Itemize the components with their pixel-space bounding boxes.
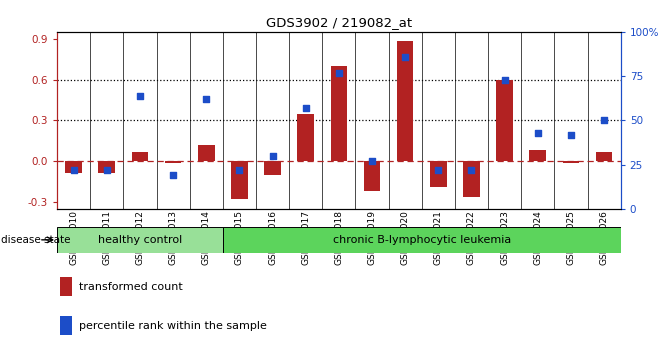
Bar bbox=[57, 227, 223, 253]
Point bbox=[566, 132, 576, 137]
Point bbox=[301, 105, 311, 111]
Point bbox=[499, 77, 510, 82]
Bar bbox=[264, 161, 281, 175]
Bar bbox=[563, 161, 579, 162]
Title: GDS3902 / 219082_at: GDS3902 / 219082_at bbox=[266, 16, 412, 29]
Bar bbox=[132, 152, 148, 161]
Text: chronic B-lymphocytic leukemia: chronic B-lymphocytic leukemia bbox=[333, 235, 511, 245]
Bar bbox=[99, 161, 115, 173]
Bar bbox=[198, 145, 215, 161]
Point bbox=[366, 158, 377, 164]
Bar bbox=[463, 161, 480, 196]
Point bbox=[433, 167, 444, 173]
Bar bbox=[364, 161, 380, 191]
Bar bbox=[231, 161, 248, 199]
Text: percentile rank within the sample: percentile rank within the sample bbox=[79, 321, 267, 331]
Point bbox=[333, 70, 344, 75]
Bar bbox=[297, 114, 314, 161]
Bar bbox=[397, 41, 413, 161]
Point bbox=[68, 167, 79, 173]
Point bbox=[267, 153, 278, 159]
Point bbox=[201, 96, 211, 102]
Bar bbox=[430, 161, 447, 187]
Bar bbox=[497, 80, 513, 161]
Bar bbox=[165, 161, 181, 162]
Point bbox=[532, 130, 543, 136]
Point bbox=[400, 54, 411, 59]
Text: transformed count: transformed count bbox=[79, 282, 183, 292]
Bar bbox=[596, 152, 613, 161]
Bar bbox=[331, 66, 347, 161]
Bar bbox=[223, 227, 621, 253]
Point bbox=[168, 172, 178, 178]
Point bbox=[101, 167, 112, 173]
Text: disease state: disease state bbox=[1, 235, 70, 245]
Point bbox=[135, 93, 146, 98]
Bar bbox=[529, 150, 546, 161]
Text: healthy control: healthy control bbox=[98, 235, 182, 245]
Point bbox=[234, 167, 245, 173]
Point bbox=[466, 167, 477, 173]
Point bbox=[599, 118, 609, 123]
Bar bbox=[65, 161, 82, 173]
